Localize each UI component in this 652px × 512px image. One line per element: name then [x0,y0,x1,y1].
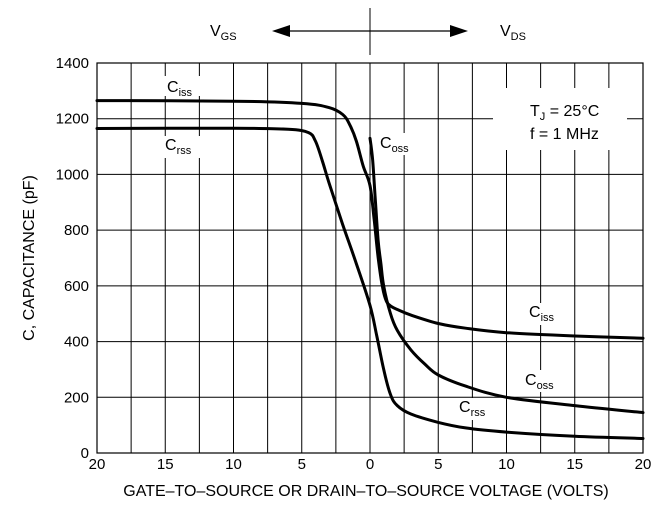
tj-condition: TJ = 25°C [530,103,599,123]
series-label-coss-right: Coss [521,370,569,392]
direction-arrows [272,8,468,55]
y-tick-label: 400 [64,334,89,351]
x-tick-label: 0 [366,456,374,473]
svg-text:Ciss: Ciss [529,304,555,324]
svg-text:Coss: Coss [525,372,554,392]
series-line-coss [368,136,645,415]
y-tick-label: 1400 [56,55,89,72]
svg-text:Crss: Crss [165,137,192,157]
x-tick-label: 10 [225,456,242,473]
plot-frame [96,62,644,454]
y-tick-label: 800 [64,222,89,239]
series-label-ciss-left: Ciss [162,76,208,99]
series-line-ciss [95,99,645,340]
x-tick-label: 20 [635,456,652,473]
x-tick-label: 5 [298,456,306,473]
x-tick-label: 15 [157,456,174,473]
x-tick-label: 15 [566,456,583,473]
y-tick-label: 1200 [56,111,89,128]
series-line-crss [95,126,645,440]
y-axis-label: C, CAPACITANCE (pF) [21,175,38,341]
series-label-coss-top: Coss [376,133,420,155]
y-tick-label: 600 [64,278,89,295]
svg-text:Crss: Crss [459,399,486,419]
arrow-left-icon [272,25,290,37]
x-tick-label: 5 [434,456,442,473]
series-label-crss-right: Crss [455,398,497,420]
series-label-crss-left: Crss [160,136,206,158]
x-tick-label: 10 [498,456,515,473]
svg-text:Ciss: Ciss [167,79,193,99]
conditions-legend: TJ = 25°C f = 1 MHz [493,88,627,150]
y-tick-label: 200 [64,389,89,406]
curves [95,99,645,440]
svg-text:Coss: Coss [380,135,409,155]
series-label-ciss-right: Ciss [525,303,567,325]
vgs-label: VGS [210,23,237,43]
x-axis-label: GATE–TO–SOURCE OR DRAIN–TO–SOURCE VOLTAG… [123,483,608,500]
y-tick-label: 0 [81,445,89,462]
x-tick-label: 20 [89,456,106,473]
freq-condition: f = 1 MHz [530,126,599,143]
y-tick-label: 1000 [56,166,89,183]
vds-label: VDS [500,23,526,43]
arrow-right-icon [450,25,468,37]
